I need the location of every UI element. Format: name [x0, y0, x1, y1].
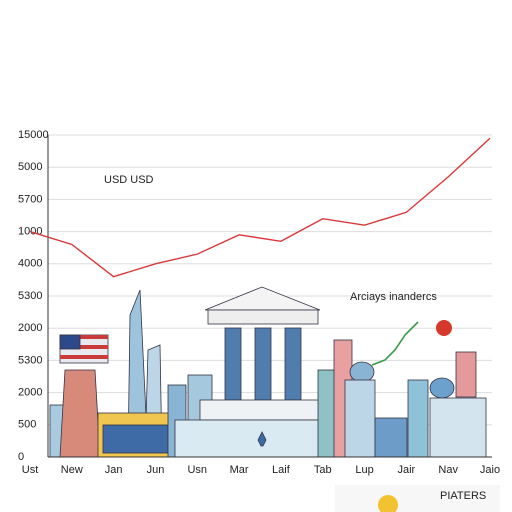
y-tick-label: 2000 [18, 387, 42, 399]
line [29, 137, 491, 278]
x-tick-label: New [61, 464, 83, 476]
x-tick-label: Laif [272, 464, 291, 476]
x-tick-label: Usn [187, 464, 207, 476]
y-tick-label: 5000 [18, 161, 42, 173]
x-tick-label: Jair [397, 464, 415, 476]
x-tick-label: Lup [355, 464, 373, 476]
x-tick-label: Nav [438, 464, 458, 476]
x-tick-label: Ust [22, 464, 39, 476]
y-tick-label: 5300 [18, 354, 42, 366]
x-tick-label: Jaio [480, 464, 500, 476]
illustration [49, 286, 500, 512]
y-tick-label: 0 [18, 451, 24, 463]
x-tick-label: Mar [230, 464, 249, 476]
x-tick-label: Jun [147, 464, 165, 476]
annotation: Arciays inandercs [350, 291, 437, 303]
y-tick-label: 500 [18, 419, 36, 431]
y-tick-label: 5700 [18, 193, 42, 205]
footer-text: PIATERS [440, 490, 486, 502]
x-tick-label: Tab [314, 464, 332, 476]
y-tick-label: 2000 [18, 322, 42, 334]
y-tick-label: 15000 [18, 129, 49, 141]
annotation: USD USD [104, 174, 154, 186]
y-tick-label: 5300 [18, 290, 42, 302]
x-tick-label: Jan [105, 464, 123, 476]
y-tick-label: 4000 [18, 258, 42, 270]
